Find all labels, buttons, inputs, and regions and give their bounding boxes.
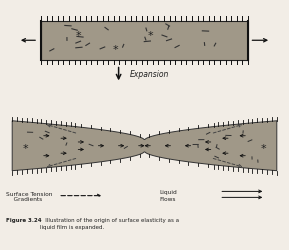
Text: Illustration of the origin of surface elasticity as a
liquid film is expanded.: Illustration of the origin of surface el…	[40, 217, 179, 229]
Text: $*$: $*$	[112, 43, 119, 53]
Text: Gradients: Gradients	[6, 196, 43, 201]
Text: $*$: $*$	[75, 29, 82, 39]
Text: $*$: $*$	[21, 141, 29, 151]
Bar	[41, 22, 248, 60]
Text: Surface Tension: Surface Tension	[6, 191, 53, 196]
Text: $*$: $*$	[260, 141, 268, 151]
Text: $*$: $*$	[147, 29, 154, 39]
Text: Liquid: Liquid	[159, 190, 177, 194]
Text: Figure 3.24: Figure 3.24	[6, 217, 42, 222]
Text: Flows: Flows	[159, 196, 175, 201]
Polygon shape	[12, 121, 277, 171]
Text: Expansion: Expansion	[130, 70, 169, 79]
